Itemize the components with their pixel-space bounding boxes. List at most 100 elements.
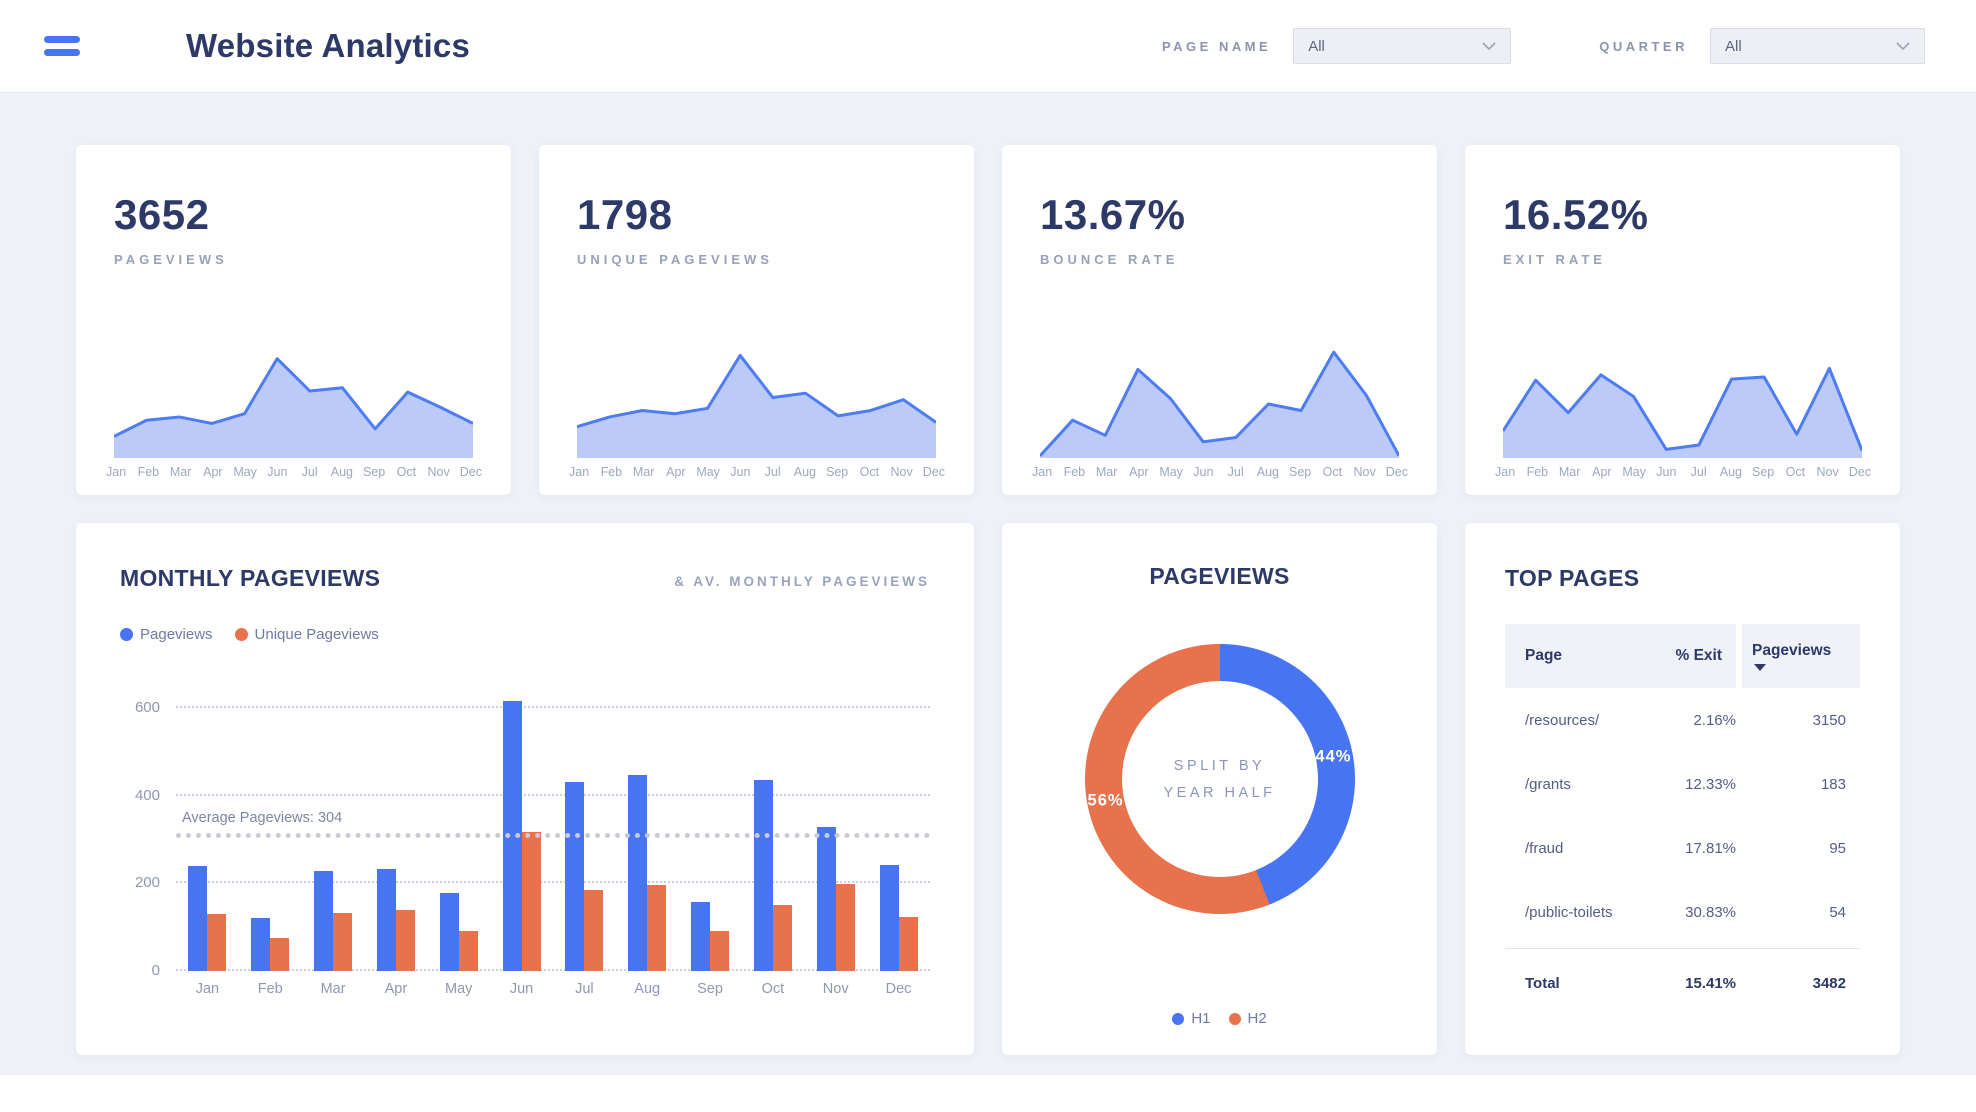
axis-month-label: Feb <box>600 465 623 479</box>
axis-month-label: Jun <box>730 465 751 479</box>
quarter-filter: QUARTER All <box>1599 28 1925 64</box>
axis-month-label: May <box>233 465 257 479</box>
axis-month-label: Dec <box>459 465 482 479</box>
page-cell: /resources/ <box>1525 711 1600 729</box>
axis-month-label: Mar <box>1558 465 1581 479</box>
charts-row: MONTHLY PAGEVIEWS & AV. MONTHLY PAGEVIEW… <box>76 523 1900 1055</box>
axis-month-label: Dec <box>1848 465 1871 479</box>
bar-group-nov <box>804 669 867 971</box>
legend-label: H1 <box>1191 1010 1211 1027</box>
axis-month-label: Oct <box>761 981 785 997</box>
axis-month-label: Apr <box>1592 465 1612 479</box>
axis-month-label: Feb <box>1526 465 1549 479</box>
bar-group-oct <box>741 669 804 971</box>
kpi-row: 3652 PAGEVIEWS Jan Feb Mar Apr May Jun Jul Aug S… <box>76 145 1900 495</box>
axis-month-label: Nov <box>890 465 913 479</box>
sort-descending-icon <box>1754 663 1766 671</box>
pageviews-bar <box>251 918 271 971</box>
axis-month-label: Dec <box>885 981 912 997</box>
exit-rate-cell: 17.81% <box>1685 839 1736 857</box>
monthly-pageviews-title: MONTHLY PAGEVIEWS <box>120 565 381 591</box>
pageviews-sparkline-chart <box>114 350 473 458</box>
pageviews-cell: 95 <box>1829 839 1846 857</box>
exit-rate-cell: 12.33% <box>1685 775 1736 793</box>
pageviews-bar <box>376 869 396 971</box>
y-axis-tick-label: 200 <box>134 874 160 892</box>
pageviews-bar <box>188 865 208 971</box>
average-line-label: Average Pageviews: 304 <box>182 809 343 826</box>
table-body: /resources/2.16% 3150/grants 12.33% 183/fra… <box>1505 688 1860 1018</box>
axis-month-label: Nov <box>1816 465 1839 479</box>
chevron-down-icon <box>1482 42 1496 51</box>
pageviews-bar <box>314 871 334 971</box>
top-bar: Website Analytics PAGE NAME All QUARTER … <box>0 0 1976 92</box>
unique-pageviews-bar <box>772 905 792 971</box>
axis-month-label: Jan <box>1495 465 1516 479</box>
axis-month-label: Jul <box>1227 465 1244 479</box>
page-name-dropdown-value: All <box>1308 37 1325 55</box>
kpi-card-exit-rate: 16.52% EXIT RATE Jan Feb Mar Apr May Jun Jul Au… <box>1465 145 1900 495</box>
kpi-label: EXIT RATE <box>1503 252 1606 267</box>
axis-month-label: Oct <box>1322 465 1343 479</box>
axis-month-label: Jul <box>1690 465 1707 479</box>
unique-pageviews-bar <box>207 914 227 971</box>
bar-group-aug <box>616 669 679 971</box>
bar-group-mar <box>302 669 365 971</box>
axis-month-label: Sep <box>1752 465 1775 479</box>
sparkline-x-axis: Jan Feb Mar Apr May Jun Jul Aug Sep Oct Nov Dec <box>100 465 487 479</box>
kpi-value: 13.67% <box>1040 191 1186 238</box>
legend-label: Unique Pageviews <box>254 626 379 643</box>
bar-group-jun <box>490 669 553 971</box>
monthly-pageviews-card: MONTHLY PAGEVIEWS & AV. MONTHLY PAGEVIEW… <box>76 523 974 1055</box>
page-name-dropdown[interactable]: All <box>1293 28 1512 64</box>
legend-dot-icon <box>234 628 248 641</box>
bar-group-jul <box>553 669 616 971</box>
axis-month-label: Jan <box>1032 465 1053 479</box>
menu-button[interactable] <box>44 36 90 56</box>
page-cell: /fraud <box>1525 839 1564 857</box>
legend-item-pageviews: Pageviews <box>120 626 213 643</box>
sparkline-x-axis: Jan Feb Mar Apr May Jun Jul Aug Sep Oct Nov Dec <box>1026 465 1413 479</box>
gridline: 200 <box>135 874 930 891</box>
kpi-value: 1798 <box>577 191 673 238</box>
bar-group-apr <box>364 669 427 971</box>
axis-month-label: Aug <box>1256 465 1279 479</box>
donut-center-line1: SPLIT BY <box>1173 757 1266 774</box>
axis-month-label: Nov <box>427 465 450 479</box>
kpi-label: UNIQUE PAGEVIEWS <box>577 252 773 267</box>
legend-dot-icon <box>1228 1012 1241 1025</box>
pageviews-bar <box>816 826 836 971</box>
column-header-pageviews-sort[interactable]: Pageviews <box>1742 624 1860 688</box>
axis-month-label: Jul <box>575 981 594 997</box>
axis-month-label: Aug <box>634 981 661 997</box>
exit-rate-cell: 2.16% <box>1693 711 1736 729</box>
y-axis-tick-label: 400 <box>134 786 160 804</box>
axis-month-label: Aug <box>330 465 353 479</box>
axis-month-label: Dec <box>1385 465 1408 479</box>
bar-group-dec <box>867 669 930 971</box>
bar-group-feb <box>239 669 302 971</box>
axis-month-label: Dec <box>922 465 945 479</box>
axis-month-label: May <box>1159 465 1183 479</box>
axis-month-label: Feb <box>257 981 283 997</box>
donut-center-line2: YEAR HALF <box>1163 784 1276 801</box>
column-header-pageviews: Pageviews <box>1752 641 1832 659</box>
footer-bar <box>0 1075 1976 1112</box>
kpi-card-unique-pageviews: 1798 UNIQUE PAGEVIEWS Jan Feb Mar Apr May Jun… <box>539 145 974 495</box>
y-axis-tick-label: 600 <box>134 699 160 717</box>
chevron-down-icon <box>1896 42 1910 51</box>
axis-month-label: Oct <box>396 465 417 479</box>
axis-month-label: Jan <box>106 465 127 479</box>
gridline: 0 <box>152 962 930 979</box>
donut-title: PAGEVIEWS <box>1149 563 1290 589</box>
axis-month-label: Aug <box>1719 465 1742 479</box>
axis-month-label: May <box>1622 465 1646 479</box>
legend-item-unique-pageviews: Unique Pageviews <box>234 626 379 643</box>
unique-pageviews-bar <box>835 884 855 971</box>
pageviews-bar <box>628 774 648 971</box>
quarter-dropdown[interactable]: All <box>1710 28 1925 64</box>
axis-month-label: Apr <box>384 981 408 997</box>
axis-month-label: May <box>445 981 473 997</box>
axis-month-label: Apr <box>203 465 223 479</box>
axis-month-label: Sep <box>826 465 849 479</box>
